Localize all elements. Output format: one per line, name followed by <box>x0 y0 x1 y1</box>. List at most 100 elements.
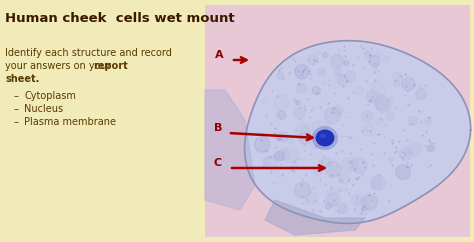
Bar <box>205 5 470 237</box>
Text: B: B <box>214 123 222 133</box>
Text: sheet.: sheet. <box>5 74 39 84</box>
Circle shape <box>265 115 268 117</box>
Ellipse shape <box>316 130 334 146</box>
Circle shape <box>276 157 280 159</box>
Text: –: – <box>14 117 19 127</box>
Circle shape <box>295 65 309 79</box>
Circle shape <box>342 157 357 172</box>
Circle shape <box>396 165 410 179</box>
Text: Identify each structure and record: Identify each structure and record <box>5 48 172 58</box>
Text: your answers on your: your answers on your <box>5 61 114 71</box>
Circle shape <box>274 133 282 141</box>
Circle shape <box>428 145 435 152</box>
Circle shape <box>383 56 390 62</box>
Circle shape <box>372 179 381 189</box>
Circle shape <box>340 174 350 183</box>
Circle shape <box>322 134 330 142</box>
Circle shape <box>292 162 298 168</box>
Circle shape <box>299 132 311 144</box>
Circle shape <box>344 60 349 65</box>
Circle shape <box>362 207 367 212</box>
Circle shape <box>277 111 285 119</box>
Circle shape <box>362 194 377 210</box>
Text: Plasma membrane: Plasma membrane <box>24 117 116 127</box>
Text: C: C <box>214 158 222 168</box>
Circle shape <box>364 51 372 59</box>
Circle shape <box>393 72 401 81</box>
Circle shape <box>289 139 294 144</box>
Circle shape <box>409 116 418 125</box>
Circle shape <box>322 158 331 167</box>
Text: Nucleus: Nucleus <box>24 104 63 114</box>
Circle shape <box>312 87 320 95</box>
Circle shape <box>331 55 344 68</box>
Polygon shape <box>265 200 365 235</box>
Circle shape <box>328 122 331 125</box>
Circle shape <box>354 200 370 216</box>
Circle shape <box>338 179 342 183</box>
Circle shape <box>373 63 378 68</box>
Circle shape <box>333 105 343 115</box>
Circle shape <box>300 127 310 138</box>
Circle shape <box>366 90 379 103</box>
Ellipse shape <box>312 126 338 150</box>
Circle shape <box>352 158 367 173</box>
Circle shape <box>276 135 283 141</box>
Circle shape <box>312 120 328 136</box>
Circle shape <box>327 193 340 206</box>
Circle shape <box>424 117 432 125</box>
Circle shape <box>317 130 331 144</box>
Circle shape <box>295 123 310 138</box>
Circle shape <box>362 111 373 122</box>
Polygon shape <box>205 90 255 210</box>
Circle shape <box>376 99 391 113</box>
Circle shape <box>389 157 394 163</box>
Circle shape <box>408 142 422 156</box>
Circle shape <box>335 68 342 76</box>
Circle shape <box>363 124 375 136</box>
Circle shape <box>387 112 395 120</box>
Circle shape <box>307 54 317 64</box>
Circle shape <box>326 161 341 177</box>
Circle shape <box>324 143 329 148</box>
Circle shape <box>338 188 342 192</box>
Circle shape <box>279 132 288 142</box>
Circle shape <box>334 202 346 214</box>
Circle shape <box>335 74 343 83</box>
Circle shape <box>326 203 332 209</box>
Text: –: – <box>14 104 19 114</box>
Circle shape <box>293 108 305 119</box>
Circle shape <box>374 51 381 58</box>
Circle shape <box>255 137 270 152</box>
Circle shape <box>263 156 277 169</box>
Circle shape <box>326 189 339 201</box>
Circle shape <box>322 53 328 58</box>
Circle shape <box>279 149 290 160</box>
Circle shape <box>375 117 383 125</box>
Circle shape <box>338 204 347 214</box>
Circle shape <box>307 193 318 204</box>
Circle shape <box>277 72 284 79</box>
Circle shape <box>371 175 386 190</box>
Circle shape <box>427 145 433 151</box>
Circle shape <box>401 77 415 91</box>
Circle shape <box>374 95 389 110</box>
Circle shape <box>274 151 284 161</box>
Text: –: – <box>14 91 19 101</box>
Circle shape <box>310 134 317 140</box>
Text: Human cheek  cells wet mount: Human cheek cells wet mount <box>5 12 235 25</box>
Text: Cytoplasm: Cytoplasm <box>24 91 76 101</box>
Circle shape <box>324 108 340 124</box>
Circle shape <box>416 89 426 99</box>
Circle shape <box>294 182 310 198</box>
Text: report: report <box>93 61 128 71</box>
Circle shape <box>355 86 363 95</box>
Ellipse shape <box>320 134 326 138</box>
Circle shape <box>321 81 326 85</box>
Circle shape <box>319 160 323 164</box>
Polygon shape <box>245 41 471 223</box>
Circle shape <box>388 96 394 102</box>
Circle shape <box>296 83 307 93</box>
Circle shape <box>371 82 386 96</box>
Circle shape <box>282 147 298 163</box>
